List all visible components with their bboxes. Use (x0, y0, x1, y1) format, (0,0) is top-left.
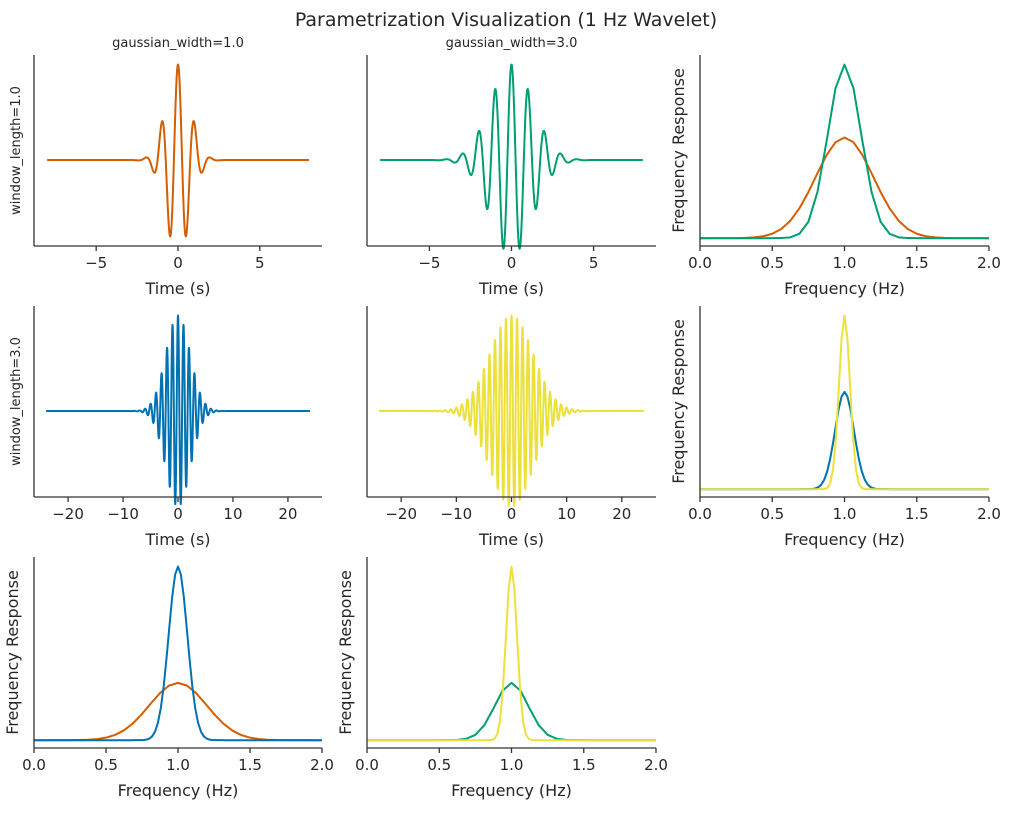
subplot-title: gaussian_width=1.0 (112, 36, 244, 51)
x-tick-label: 0.0 (688, 505, 712, 523)
x-tick-label: −10 (441, 505, 473, 523)
series-line-1 (34, 681, 322, 742)
x-tick-label: 2.0 (644, 756, 668, 774)
y-axis-label: Frequency Response (3, 570, 22, 735)
y-axis-label: window_length=1.0 (9, 86, 24, 215)
x-tick-label: 0 (173, 254, 183, 272)
x-tick-label: 1.0 (833, 505, 857, 523)
figure-suptitle: Parametrization Visualization (1 Hz Wave… (295, 9, 717, 31)
x-axis-label: Frequency (Hz) (451, 781, 572, 800)
y-axis-label: window_length=3.0 (9, 337, 24, 466)
x-axis-label: Frequency (Hz) (784, 279, 905, 298)
series-line-2 (367, 565, 656, 742)
series-line-1 (45, 314, 311, 506)
subplot-2: −5 0 5 Time (s) gaussian_width=3.0 (366, 36, 656, 298)
series-line-2 (34, 565, 322, 742)
x-tick-label: 2.0 (977, 505, 1001, 523)
x-tick-label: 1.5 (905, 254, 929, 272)
x-tick-label: 20 (278, 505, 297, 523)
x-tick-label: 1.5 (905, 505, 929, 523)
x-tick-label: 5 (255, 254, 265, 272)
subplot-6: 0.0 0.5 1.0 1.5 2.0 Frequency (Hz) Frequency R… (669, 306, 1001, 549)
x-tick-label: 0.5 (760, 254, 784, 272)
x-tick-label: 10 (557, 505, 576, 523)
x-tick-label: −5 (418, 254, 440, 272)
series-line-1 (46, 63, 310, 238)
y-axis-label: Frequency Response (336, 570, 355, 735)
x-tick-label: 20 (612, 505, 631, 523)
x-axis-label: Time (s) (478, 279, 544, 298)
subplot-5: −20 −10 0 10 20 Time (s) (366, 306, 656, 549)
x-tick-label: 0.0 (22, 756, 46, 774)
x-tick-label: 1.5 (572, 756, 596, 774)
x-axis-label: Time (s) (478, 530, 544, 549)
subplot-8: 0.0 0.5 1.0 1.5 2.0 Frequency (Hz) Frequency R… (336, 557, 668, 800)
x-tick-label: −5 (85, 254, 107, 272)
series-line-1 (699, 136, 990, 240)
series-line-1 (378, 314, 645, 507)
x-tick-label: 0.5 (94, 756, 118, 774)
subplot-title: gaussian_width=3.0 (446, 36, 578, 51)
x-tick-label: 0 (507, 505, 517, 523)
x-tick-label: 2.0 (310, 756, 334, 774)
x-tick-label: 1.5 (238, 756, 262, 774)
x-tick-label: 0.0 (355, 756, 379, 774)
x-tick-label: 1.0 (833, 254, 857, 272)
subplot-7: 0.0 0.5 1.0 1.5 2.0 Frequency (Hz) Frequency R… (3, 557, 334, 800)
series-line-1 (700, 390, 989, 491)
x-tick-label: −20 (385, 505, 417, 523)
x-tick-label: 0.5 (427, 756, 451, 774)
subplot-3: 0.0 0.5 1.0 1.5 2.0 Frequency (Hz) Frequency R… (669, 55, 1001, 298)
x-tick-label: 1.0 (166, 756, 190, 774)
series-line-1 (367, 681, 656, 742)
x-axis-label: Time (s) (144, 279, 210, 298)
x-tick-label: 5 (589, 254, 599, 272)
series-line-2 (700, 63, 989, 240)
series-line-1 (379, 63, 644, 250)
x-tick-label: −10 (107, 505, 139, 523)
subplot-1: −5 0 5 Time (s) window_length=1.0 gaussian_wi… (9, 36, 322, 298)
x-tick-label: 0 (507, 254, 517, 272)
y-axis-label: Frequency Response (669, 319, 688, 484)
x-tick-label: 1.0 (500, 756, 524, 774)
series-line-2 (700, 314, 989, 491)
x-tick-label: 0 (173, 505, 183, 523)
x-axis-label: Frequency (Hz) (118, 781, 239, 800)
x-tick-label: 10 (223, 505, 242, 523)
subplot-4: −20 −10 0 10 20 Time (s) window_length=3.0 (9, 306, 322, 549)
x-tick-label: 2.0 (977, 254, 1001, 272)
y-axis-label: Frequency Response (669, 68, 688, 233)
x-axis-label: Frequency (Hz) (784, 530, 905, 549)
x-tick-label: −20 (52, 505, 84, 523)
x-axis-label: Time (s) (144, 530, 210, 549)
x-tick-label: 0.5 (760, 505, 784, 523)
x-tick-label: 0.0 (688, 254, 712, 272)
